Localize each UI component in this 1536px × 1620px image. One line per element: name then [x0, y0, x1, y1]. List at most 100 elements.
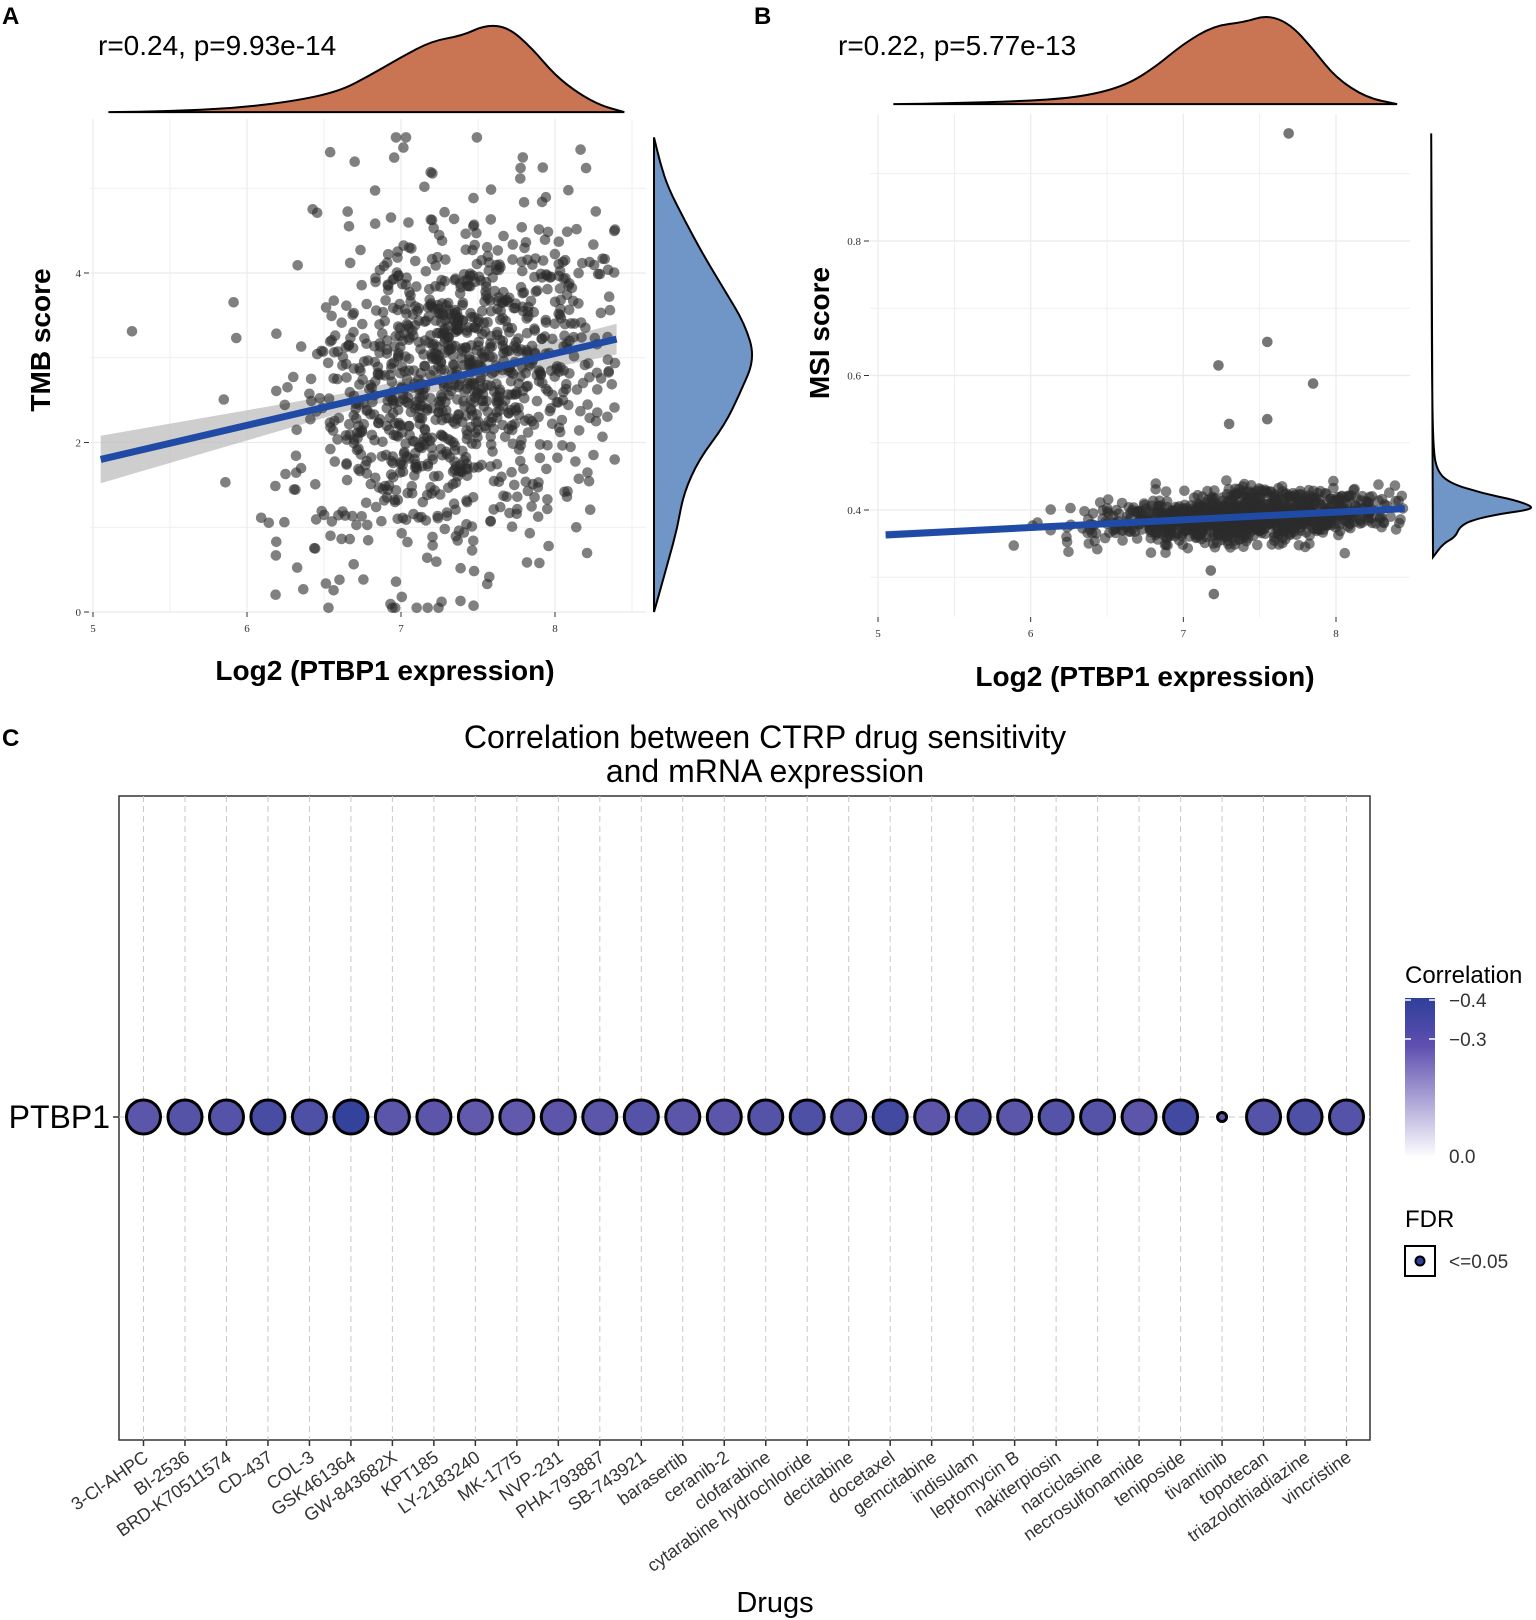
- bubble-vincristine: [1328, 1098, 1365, 1136]
- a-data-point: [420, 266, 432, 277]
- b-data-point: [1384, 487, 1395, 499]
- a-data-point: [561, 226, 573, 238]
- a-data-point: [590, 415, 602, 427]
- a-data-point: [560, 383, 572, 395]
- a-data-point: [555, 294, 567, 306]
- a-data-point: [536, 196, 548, 208]
- bubble-3-cl-ahpc: [125, 1098, 162, 1136]
- b-x-tick-label: 8: [1333, 628, 1339, 640]
- a-data-point: [397, 335, 408, 347]
- a-data-point: [526, 501, 537, 512]
- b-data-point: [1123, 526, 1135, 537]
- a-data-point: [421, 552, 433, 564]
- a-data-point: [228, 297, 239, 308]
- a-data-point: [324, 336, 336, 347]
- b-data-point: [1321, 488, 1332, 500]
- a-data-point: [590, 206, 602, 217]
- a-data-point: [569, 318, 580, 329]
- bubble-kpt185: [415, 1098, 453, 1136]
- a-data-point: [404, 429, 416, 441]
- b-data-point: [1131, 533, 1143, 544]
- b-data-point: [1182, 543, 1194, 554]
- a-data-point: [291, 562, 303, 573]
- b-data-point: [1160, 486, 1172, 497]
- a-data-point: [498, 286, 509, 298]
- a-data-point: [401, 318, 413, 330]
- a-data-point: [485, 338, 496, 349]
- a-data-point: [359, 333, 370, 344]
- a-data-point: [354, 379, 365, 390]
- a-data-point: [573, 473, 585, 485]
- a-data-point: [557, 394, 569, 406]
- a-data-point: [554, 283, 566, 294]
- panel-a-stat-title: r=0.24, p=9.93e-14: [98, 30, 336, 61]
- a-data-point: [270, 550, 282, 561]
- a-data-point: [518, 287, 530, 298]
- a-data-point: [328, 295, 340, 307]
- a-data-point: [455, 595, 466, 607]
- a-data-point: [333, 510, 344, 521]
- a-data-point: [567, 295, 579, 307]
- b-data-point: [1177, 528, 1188, 539]
- a-data-point: [422, 458, 434, 470]
- a-data-point: [537, 162, 549, 173]
- b-y-tick-label: 0.4: [847, 505, 861, 517]
- a-data-point: [444, 452, 456, 463]
- panel-b-top-density: [893, 16, 1398, 106]
- a-data-point: [376, 515, 387, 527]
- a-x-tick-label: 5: [90, 623, 96, 635]
- a-data-point: [453, 525, 465, 536]
- a-data-point: [517, 385, 529, 397]
- b-outlier-point: [1307, 378, 1319, 389]
- a-data-point: [384, 369, 396, 381]
- panel-b-x-axis-label: Log2 (PTBP1 expression): [975, 661, 1314, 692]
- a-data-point: [527, 259, 538, 271]
- b-data-point: [1008, 540, 1020, 551]
- a-data-point: [540, 269, 552, 280]
- b-data-point: [1176, 506, 1188, 518]
- a-data-point: [509, 479, 520, 491]
- b-outlier-point: [1223, 418, 1235, 430]
- a-data-point: [436, 316, 447, 328]
- a-data-point: [324, 146, 336, 158]
- b-x-tick-label: 6: [1028, 628, 1034, 640]
- a-data-point: [475, 372, 487, 384]
- a-data-point: [475, 275, 486, 286]
- a-data-point: [606, 379, 618, 390]
- bubble-leptomycin-b: [996, 1098, 1034, 1136]
- a-data-point: [366, 429, 378, 441]
- b-y-tick-label: 0.8: [847, 236, 861, 248]
- a-data-point: [555, 362, 566, 373]
- b-data-point: [1079, 506, 1090, 517]
- legend-tick-label: 0.0: [1449, 1147, 1475, 1168]
- a-data-point: [571, 522, 582, 533]
- a-data-point: [468, 600, 479, 611]
- a-data-point: [402, 536, 413, 548]
- a-data-point: [341, 300, 352, 312]
- b-outlier-point: [1283, 128, 1294, 139]
- a-data-point: [507, 239, 519, 250]
- a-data-point: [470, 438, 482, 450]
- a-data-point: [510, 336, 522, 348]
- a-data-point: [344, 257, 356, 269]
- a-data-point: [310, 479, 321, 490]
- a-y-tick-label: 2: [76, 438, 82, 450]
- panel-a-tmb-scatter: r=0.24, p=9.93e-14 5 6 7 8 0 2 4 Log2 (PTBP1 …: [25, 24, 754, 686]
- panel-b-label: B: [754, 3, 771, 30]
- a-data-point: [573, 267, 584, 279]
- a-data-point: [542, 494, 553, 505]
- a-data-point: [487, 446, 498, 457]
- a-data-point: [298, 584, 309, 595]
- panel-c-gene-label: PTBP1: [9, 1099, 110, 1135]
- a-data-point: [426, 214, 438, 226]
- a-data-point: [325, 422, 336, 433]
- bubble-barasertib: [664, 1098, 702, 1136]
- a-data-point: [603, 291, 615, 303]
- a-data-point: [279, 516, 290, 528]
- b-data-point: [1357, 490, 1368, 502]
- b-data-point: [1045, 504, 1056, 515]
- a-data-point: [231, 332, 242, 344]
- a-data-point: [362, 355, 374, 366]
- a-data-point: [460, 228, 472, 240]
- a-data-point: [602, 354, 614, 366]
